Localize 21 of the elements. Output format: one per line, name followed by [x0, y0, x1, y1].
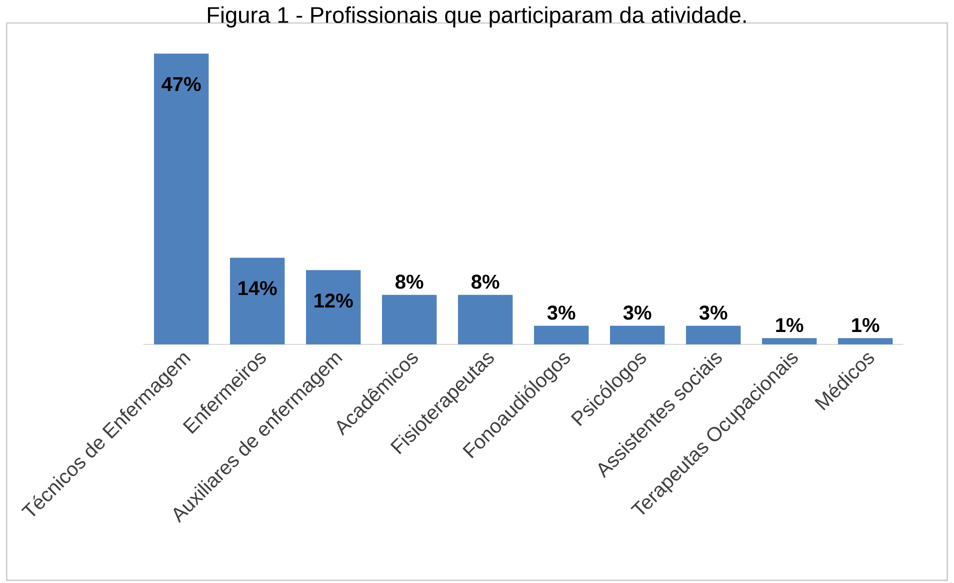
- data-label: 47%: [162, 77, 201, 92]
- data-label: 1%: [776, 318, 804, 332]
- chart-title: Figura 1 - Profissionais que participaram da atividade.: [208, 6, 746, 28]
- data-label: 3%: [623, 306, 652, 320]
- bar: [686, 326, 741, 344]
- bar: [306, 270, 361, 344]
- data-label: 1%: [852, 318, 880, 332]
- bar: [230, 258, 285, 344]
- bar: [458, 294, 513, 344]
- bar: [610, 326, 665, 344]
- bar: [382, 294, 437, 344]
- data-label: 3%: [547, 306, 576, 320]
- data-label: 14%: [238, 281, 277, 296]
- bar: [154, 54, 209, 344]
- data-label: 8%: [472, 274, 500, 289]
- bar: [762, 338, 817, 344]
- data-label: 12%: [314, 293, 353, 308]
- bar: [838, 338, 893, 344]
- bar: [534, 326, 589, 344]
- data-label: 8%: [396, 274, 424, 289]
- data-label: 3%: [699, 306, 728, 320]
